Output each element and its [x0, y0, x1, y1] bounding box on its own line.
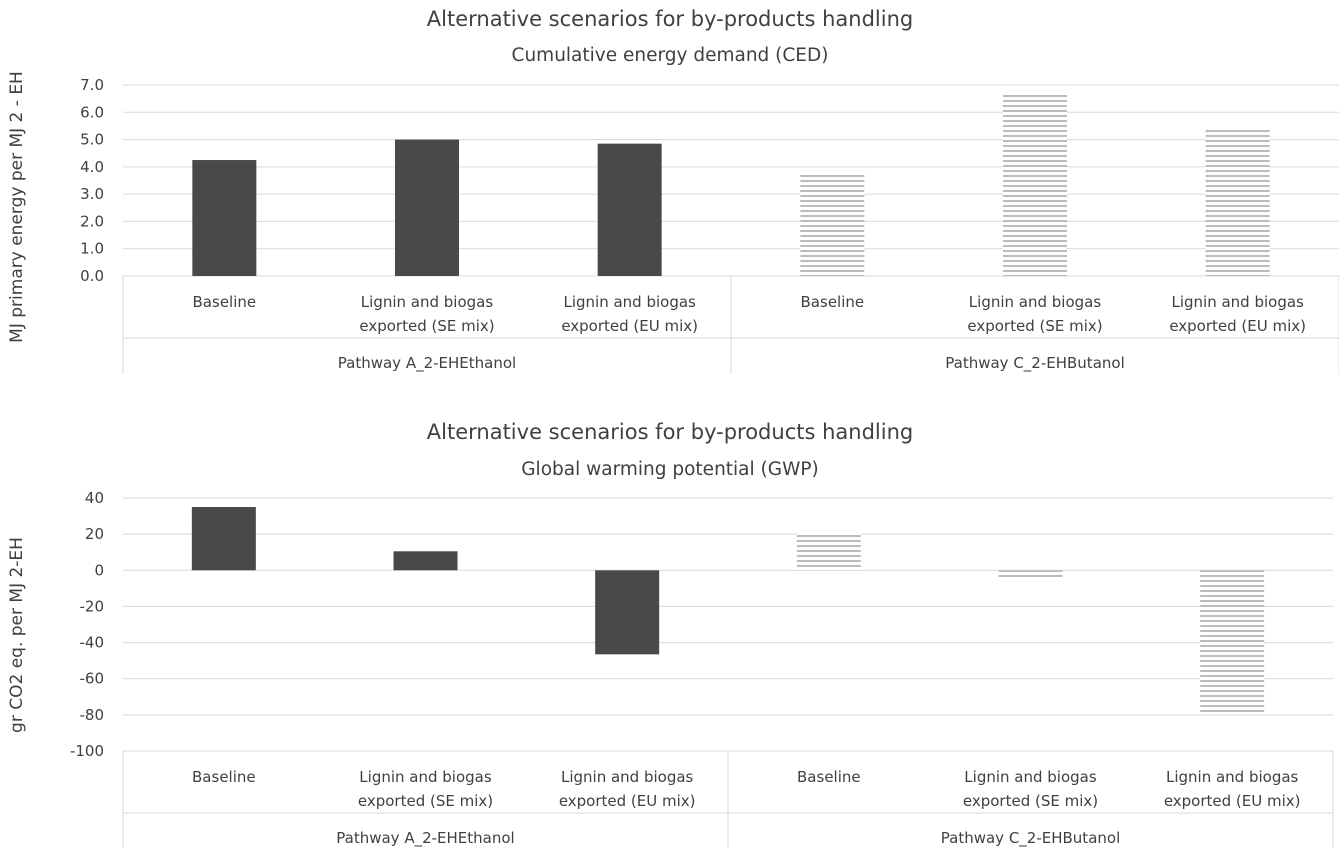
- category-label: Baseline: [193, 293, 257, 311]
- y-axis-label: MJ primary energy per MJ 2 - EH: [7, 71, 27, 343]
- category-label: Lignin and biogas: [359, 768, 492, 786]
- chart-title: Alternative scenarios for by-products ha…: [427, 420, 913, 444]
- category-label: Lignin and biogas: [361, 293, 494, 311]
- bar-6: [1205, 128, 1270, 276]
- y-tick-label: -40: [80, 634, 105, 652]
- category-label: Lignin and biogas: [1171, 293, 1304, 311]
- y-tick-label: -20: [80, 597, 105, 615]
- bar-3: [597, 143, 662, 276]
- y-tick-label: 3.0: [80, 185, 104, 203]
- category-label: Baseline: [801, 293, 865, 311]
- category-label: exported (SE mix): [963, 792, 1098, 810]
- category-label: exported (SE mix): [358, 792, 493, 810]
- bar-2: [393, 551, 458, 571]
- category-label: exported (EU mix): [1164, 792, 1301, 810]
- category-label: Lignin and biogas: [969, 293, 1102, 311]
- y-tick-label: 0.0: [80, 267, 104, 285]
- bar-5: [998, 570, 1063, 580]
- chart-2: Alternative scenarios for by-products ha…: [7, 420, 1334, 848]
- group-label: Pathway C_2-EHButanol: [945, 354, 1124, 373]
- y-tick-label: -60: [80, 670, 105, 688]
- y-tick-label: 1.0: [80, 240, 104, 258]
- category-label: exported (EU mix): [1169, 317, 1306, 335]
- y-tick-label: 7.0: [80, 76, 104, 94]
- bar-3: [595, 570, 660, 655]
- y-tick-label: -80: [80, 706, 105, 724]
- category-label: exported (SE mix): [359, 317, 494, 335]
- y-tick-label: 0: [94, 561, 104, 579]
- y-tick-label: 6.0: [80, 103, 104, 121]
- group-label: Pathway C_2-EHButanol: [941, 829, 1120, 848]
- chart-subtitle: Cumulative energy demand (CED): [512, 45, 829, 66]
- y-tick-label: 4.0: [80, 158, 104, 176]
- y-tick-label: -100: [70, 742, 104, 760]
- y-tick-label: 5.0: [80, 131, 104, 149]
- category-label: Baseline: [797, 768, 861, 786]
- bar-4: [800, 172, 865, 276]
- group-label: Pathway A_2-EHEthanol: [338, 354, 516, 373]
- y-tick-label: 40: [85, 489, 104, 507]
- y-axis-label: gr CO2 eq. per MJ 2-EH: [7, 537, 27, 733]
- category-label: Baseline: [192, 768, 256, 786]
- category-label: exported (EU mix): [559, 792, 696, 810]
- category-label: Lignin and biogas: [1166, 768, 1299, 786]
- chart-subtitle: Global warming potential (GWP): [521, 459, 819, 480]
- bar-6: [1200, 570, 1265, 713]
- category-label: Lignin and biogas: [964, 768, 1097, 786]
- bar-4: [796, 532, 861, 571]
- bar-1: [191, 507, 256, 571]
- chart-1: Alternative scenarios for by-products ha…: [7, 7, 1339, 374]
- chart-title: Alternative scenarios for by-products ha…: [427, 7, 913, 31]
- y-tick-label: 20: [85, 525, 104, 543]
- category-label: exported (SE mix): [967, 317, 1102, 335]
- y-tick-label: 2.0: [80, 212, 104, 230]
- category-label: exported (EU mix): [561, 317, 698, 335]
- bar-1: [192, 160, 257, 276]
- group-label: Pathway A_2-EHEthanol: [336, 829, 514, 848]
- category-label: Lignin and biogas: [563, 293, 696, 311]
- bar-5: [1003, 94, 1067, 276]
- category-label: Lignin and biogas: [561, 768, 694, 786]
- bar-2: [395, 139, 459, 276]
